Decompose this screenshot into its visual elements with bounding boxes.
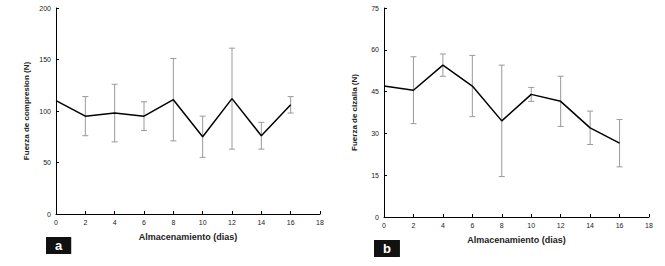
svg-text:Fuerza de compresion (N): Fuerza de compresion (N) [22, 62, 31, 161]
svg-text:0: 0 [54, 219, 58, 226]
svg-text:12: 12 [228, 219, 236, 226]
svg-text:14: 14 [586, 222, 594, 229]
svg-text:a: a [55, 238, 63, 253]
svg-text:30: 30 [371, 130, 379, 137]
svg-text:150: 150 [39, 56, 51, 63]
svg-text:18: 18 [645, 222, 653, 229]
svg-text:6: 6 [142, 219, 146, 226]
svg-text:60: 60 [371, 46, 379, 53]
svg-text:0: 0 [47, 211, 51, 218]
svg-text:14: 14 [257, 219, 265, 226]
svg-text:50: 50 [43, 159, 51, 166]
svg-text:16: 16 [287, 219, 295, 226]
svg-text:8: 8 [171, 219, 175, 226]
svg-text:2: 2 [83, 219, 87, 226]
svg-text:0: 0 [375, 214, 379, 221]
svg-text:6: 6 [470, 222, 474, 229]
svg-text:Almacenamiento (dias): Almacenamiento (dias) [139, 232, 238, 242]
svg-text:200: 200 [39, 5, 51, 12]
svg-text:10: 10 [527, 222, 535, 229]
svg-text:18: 18 [316, 219, 324, 226]
svg-text:75: 75 [371, 5, 379, 12]
svg-text:2: 2 [411, 222, 415, 229]
svg-text:15: 15 [371, 172, 379, 179]
svg-text:b: b [383, 241, 391, 256]
svg-text:Fuerza de cizalla (N): Fuerza de cizalla (N) [350, 74, 359, 151]
svg-text:4: 4 [113, 219, 117, 226]
svg-text:45: 45 [371, 88, 379, 95]
svg-text:Almacenamiento (dias): Almacenamiento (dias) [467, 235, 566, 245]
svg-text:8: 8 [500, 222, 504, 229]
svg-text:12: 12 [557, 222, 565, 229]
svg-text:10: 10 [199, 219, 207, 226]
svg-text:0: 0 [382, 222, 386, 229]
svg-text:4: 4 [441, 222, 445, 229]
svg-text:100: 100 [39, 108, 51, 115]
svg-text:16: 16 [616, 222, 624, 229]
